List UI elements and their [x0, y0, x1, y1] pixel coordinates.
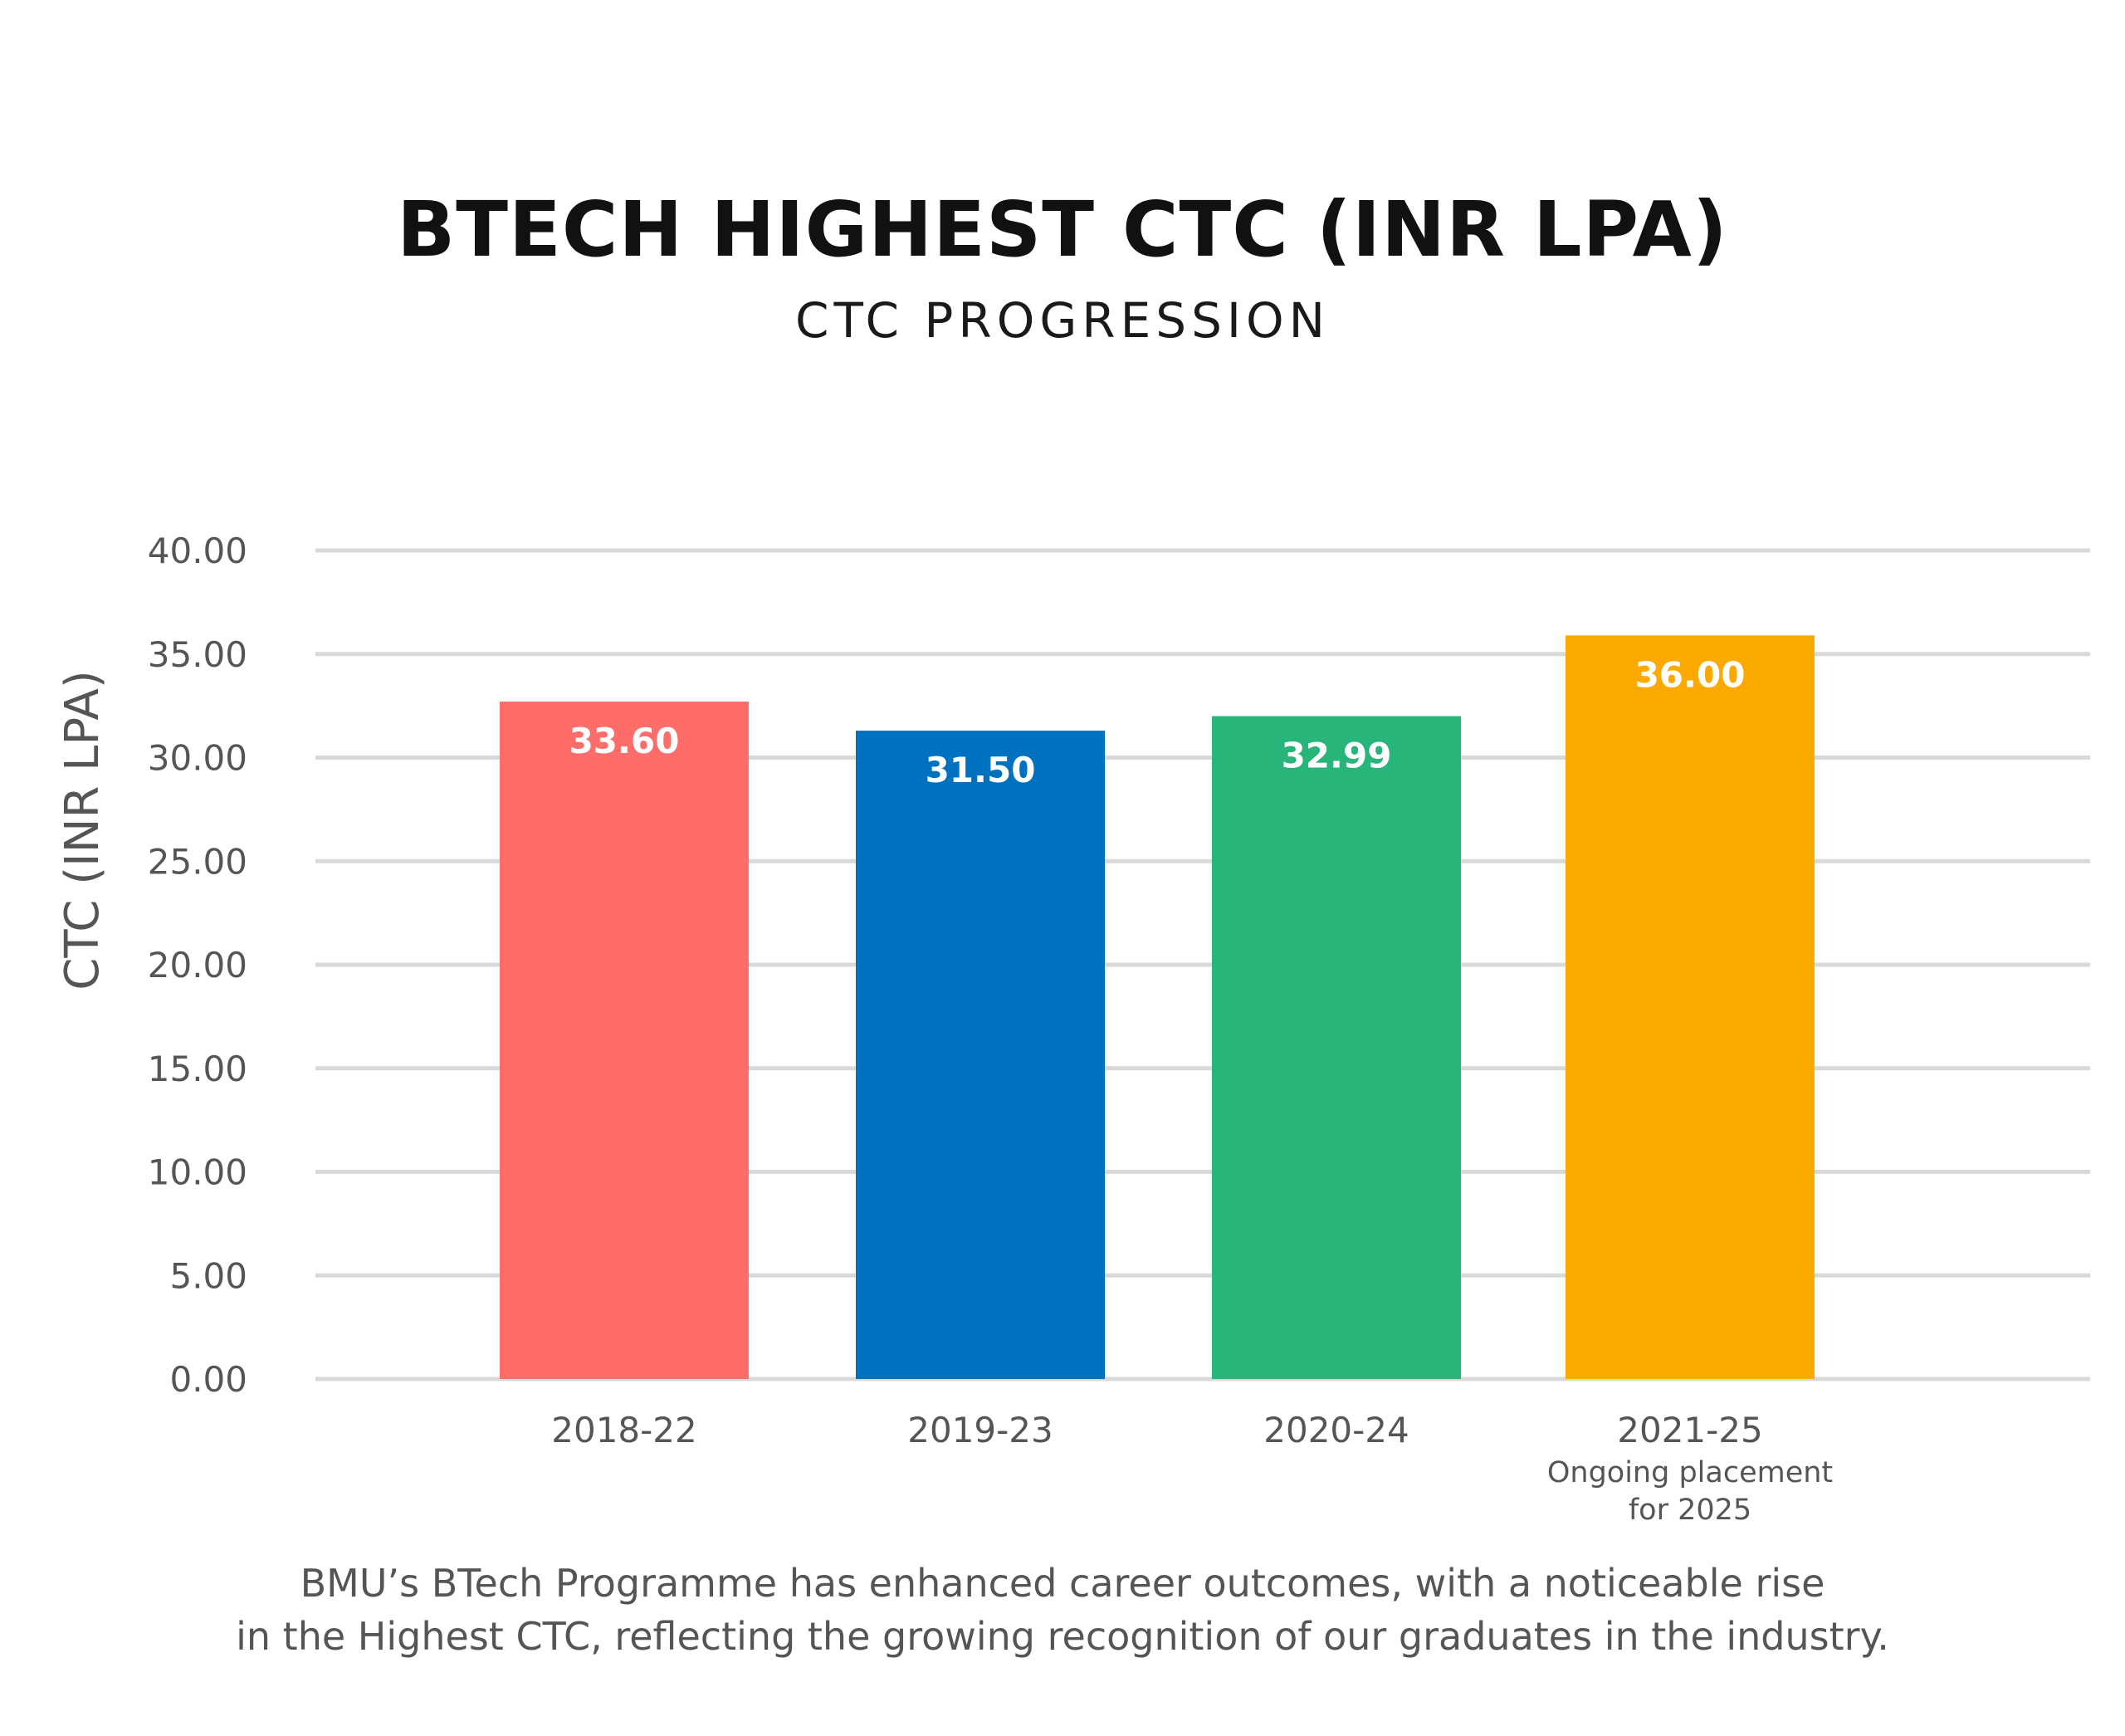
chart-caption: BMU’s BTech Programme has enhanced caree…: [0, 1557, 2125, 1663]
data-label: 33.60: [569, 721, 680, 761]
chart-subtitle: CTC PROGRESSION: [794, 292, 1331, 349]
x-tick-label: 2020-24: [1263, 1410, 1409, 1450]
bar: [1566, 635, 1815, 1379]
x-tick-note: Ongoing placement: [1547, 1456, 1833, 1489]
bar: [856, 731, 1105, 1379]
chart-title: BTECH HIGHEST CTC (INR LPA): [397, 185, 1728, 274]
y-tick-label: 35.00: [148, 634, 247, 675]
y-tick-label: 30.00: [148, 738, 247, 779]
y-tick-label: 25.00: [148, 841, 247, 882]
y-tick-label: 20.00: [148, 945, 247, 985]
data-label: 32.99: [1282, 736, 1392, 776]
x-tick-note: for 2025: [1629, 1494, 1751, 1527]
data-label: 36.00: [1635, 654, 1746, 695]
y-tick-label: 10.00: [148, 1152, 247, 1193]
data-label: 31.50: [926, 750, 1036, 790]
x-tick-label: 2021-25: [1617, 1410, 1763, 1450]
y-tick-label: 40.00: [148, 531, 247, 571]
x-tick-label: 2019-23: [907, 1410, 1053, 1450]
bar: [1212, 716, 1461, 1379]
x-tick-label: 2018-22: [551, 1410, 697, 1450]
y-tick-label: 15.00: [148, 1049, 247, 1089]
bar: [500, 702, 749, 1379]
y-tick-label: 5.00: [169, 1255, 247, 1296]
caption-line-2: in the Highest CTC, reflecting the growi…: [236, 1614, 1889, 1659]
caption-line-1: BMU’s BTech Programme has enhanced caree…: [300, 1561, 1825, 1606]
y-axis-label: CTC (INR LPA): [56, 670, 110, 990]
y-tick-label: 0.00: [169, 1359, 247, 1400]
